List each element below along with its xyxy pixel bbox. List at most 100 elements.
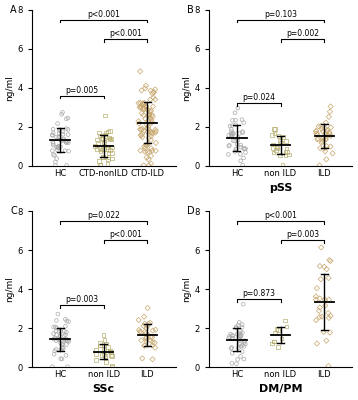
Point	[100, 154, 106, 160]
Point	[108, 352, 114, 359]
Point	[56, 328, 62, 335]
Y-axis label: ng/ml: ng/ml	[183, 75, 192, 101]
Point	[240, 348, 245, 355]
Point	[326, 275, 332, 281]
Point	[107, 135, 112, 142]
Point	[147, 337, 153, 344]
Point	[138, 126, 144, 133]
Point	[58, 340, 63, 346]
Point	[63, 329, 69, 335]
Point	[136, 118, 141, 124]
Point	[318, 123, 324, 129]
Point	[271, 126, 277, 132]
Point	[242, 146, 247, 152]
Point	[102, 137, 107, 144]
Point	[58, 328, 64, 334]
Point	[107, 147, 113, 154]
Point	[94, 136, 100, 143]
Point	[239, 342, 245, 348]
Point	[136, 120, 142, 127]
Point	[318, 244, 324, 251]
Point	[276, 132, 281, 139]
Point	[62, 328, 67, 334]
X-axis label: SSc: SSc	[93, 384, 115, 394]
Point	[283, 148, 289, 155]
Point	[60, 344, 66, 351]
Point	[54, 332, 59, 338]
Point	[147, 149, 153, 155]
Point	[148, 120, 154, 126]
Point	[269, 132, 275, 138]
Point	[53, 162, 58, 168]
Text: p<0.001: p<0.001	[264, 211, 297, 220]
Point	[136, 317, 141, 323]
Point	[105, 128, 111, 135]
Point	[96, 129, 102, 136]
Point	[56, 336, 62, 343]
Point	[142, 328, 148, 335]
Point	[51, 324, 57, 330]
Point	[241, 301, 246, 307]
Point	[145, 125, 150, 131]
Point	[101, 332, 106, 338]
Point	[321, 137, 326, 144]
Point	[321, 264, 327, 270]
Point	[325, 132, 331, 139]
Point	[99, 136, 105, 142]
Point	[101, 146, 107, 152]
Point	[147, 320, 153, 326]
Point	[102, 337, 107, 344]
Point	[145, 141, 151, 147]
Point	[141, 127, 147, 134]
Point	[65, 126, 71, 133]
Point	[319, 126, 325, 132]
Point	[145, 124, 151, 130]
Point	[324, 143, 329, 149]
Point	[227, 333, 232, 340]
Point	[50, 139, 55, 145]
Point	[152, 340, 158, 346]
Y-axis label: ng/ml: ng/ml	[6, 276, 15, 302]
Point	[58, 137, 63, 143]
Point	[109, 155, 115, 162]
Point	[272, 126, 278, 132]
Point	[284, 145, 290, 152]
Text: p=0.003: p=0.003	[286, 230, 319, 240]
Point	[323, 338, 329, 344]
Point	[50, 126, 56, 132]
Point	[59, 138, 65, 144]
Point	[316, 123, 321, 130]
Point	[234, 141, 240, 147]
Point	[150, 356, 155, 362]
Point	[141, 100, 147, 106]
Point	[271, 150, 276, 156]
Point	[137, 126, 143, 132]
Point	[107, 128, 113, 134]
Point	[51, 351, 57, 358]
Point	[243, 341, 248, 347]
Point	[103, 129, 108, 136]
Point	[145, 107, 151, 113]
Point	[55, 144, 61, 151]
Point	[235, 137, 241, 144]
Point	[313, 293, 319, 300]
Point	[270, 340, 275, 347]
Point	[228, 130, 234, 137]
Point	[147, 128, 153, 135]
Point	[236, 319, 242, 326]
Point	[100, 352, 105, 358]
Point	[147, 96, 153, 103]
Point	[229, 133, 235, 139]
Text: B: B	[187, 5, 194, 15]
Point	[59, 111, 64, 118]
Point	[141, 314, 147, 320]
Point	[314, 131, 320, 137]
Point	[271, 338, 277, 345]
Point	[230, 130, 236, 136]
Point	[239, 116, 245, 123]
Point	[65, 115, 71, 121]
Point	[153, 128, 159, 134]
Point	[149, 342, 155, 349]
Point	[147, 108, 153, 114]
Point	[53, 346, 59, 353]
